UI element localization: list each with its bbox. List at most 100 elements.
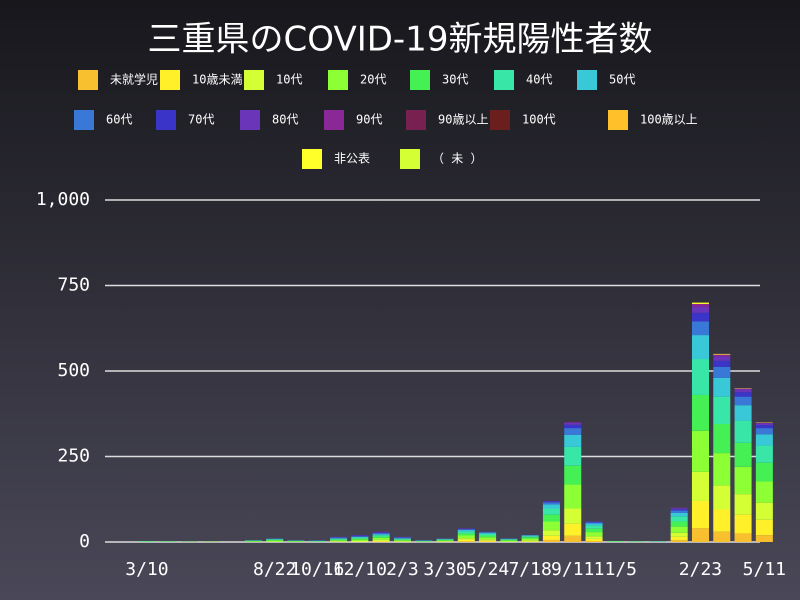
legend-swatch (156, 110, 176, 130)
bar-segment (585, 528, 603, 533)
x-tick-label: 5/24 (466, 559, 509, 580)
bar-segment (691, 359, 709, 395)
bar-segment (734, 514, 752, 534)
bar-segment (585, 522, 603, 524)
y-tick-label: 0 (79, 531, 90, 552)
bar-segment (564, 428, 582, 435)
legend-swatch (494, 70, 514, 90)
bar-segment (755, 445, 773, 463)
bar-segment (734, 420, 752, 443)
bar-segment (266, 539, 284, 540)
legend-swatch (410, 70, 430, 90)
bar-segment (670, 540, 688, 542)
bar-segment (457, 531, 475, 534)
bar-segment (372, 540, 390, 542)
legend-swatch (324, 110, 344, 130)
bar-segment (734, 389, 752, 393)
legend-swatch (244, 70, 264, 90)
legend-label: 非公表 (334, 152, 370, 166)
bar-segment (351, 536, 369, 538)
bar-segment (564, 484, 582, 509)
bar-segment (585, 538, 603, 541)
bar-segment (457, 533, 475, 536)
legend-label: 20代 (360, 73, 386, 87)
bar-segment (670, 521, 688, 527)
x-tick-label: 12/10 (333, 559, 387, 580)
legend-swatch (74, 110, 94, 130)
legend-swatch (240, 110, 260, 130)
bar-segment (521, 538, 539, 541)
bar-segment (670, 508, 688, 510)
bar-segment (691, 471, 709, 501)
bar-segment (713, 485, 731, 510)
bar-segment (755, 462, 773, 482)
bar-segment (670, 532, 688, 537)
bar-segment (755, 434, 773, 446)
y-tick-label: 1,000 (36, 189, 90, 210)
bar-segment (330, 537, 348, 539)
bar-segment (351, 539, 369, 541)
bar-segment (330, 538, 348, 540)
bar-segment (585, 523, 603, 526)
legend-label: 100代 (522, 113, 556, 127)
legend-swatch (406, 110, 426, 130)
bar-segment (734, 405, 752, 421)
bar-segment (521, 540, 539, 542)
legend-swatch (490, 110, 510, 130)
bar-segment (713, 396, 731, 425)
bar-segment (691, 528, 709, 542)
x-tick-label: 9/11 (551, 559, 594, 580)
bar-segment (351, 536, 369, 537)
bar-segment (457, 539, 475, 542)
bar-segment (457, 538, 475, 540)
bar-segment (351, 535, 369, 537)
bar-segment (372, 534, 390, 536)
bar-segment (755, 425, 773, 429)
legend-label: 30代 (442, 73, 468, 87)
bar-segment (713, 354, 731, 357)
bar-segment (479, 532, 497, 534)
bar-segment (457, 541, 475, 542)
bar-segment (755, 481, 773, 503)
bar-segment (713, 453, 731, 486)
bar-segment (287, 541, 305, 542)
legend-swatch (302, 149, 322, 169)
bar-segment (755, 422, 773, 424)
bar-segment (542, 501, 560, 503)
chart-title: 三重県のCOVID-19新規陽性者数 (148, 20, 653, 60)
bar-segment (670, 536, 688, 541)
bar-segment (691, 303, 709, 307)
x-tick-label: 3/30 (423, 559, 466, 580)
y-tick-label: 750 (57, 275, 90, 296)
bar-segment (351, 540, 369, 542)
bar-segment (734, 388, 752, 390)
bar-segment (670, 516, 688, 522)
bar-segment (713, 366, 731, 378)
legend-label: 10代 (276, 73, 302, 87)
bar-segment (564, 535, 582, 542)
bar-segment (266, 539, 284, 541)
bar-segment (755, 535, 773, 542)
bar-segment (372, 533, 390, 535)
legend-label: 10歳未満 (192, 73, 242, 87)
bar-segment (542, 508, 560, 515)
bar-segment (755, 428, 773, 435)
bar-segment (713, 377, 731, 397)
bar-segment (670, 512, 688, 517)
bar-segment (479, 532, 497, 533)
bar-segment (564, 523, 582, 536)
bar-segment (479, 540, 497, 542)
bar-segment (393, 537, 411, 539)
bar-segment (713, 356, 731, 361)
legend-swatch (577, 70, 597, 90)
legend-label: 60代 (106, 113, 132, 127)
bar-segment (436, 539, 454, 541)
bar-segment (521, 541, 539, 542)
bar-segment (372, 537, 390, 540)
bar-segment (713, 424, 731, 454)
bar-segment (500, 539, 518, 541)
bar-segment (585, 540, 603, 542)
bar-segment (734, 466, 752, 495)
x-tick-label: 5/11 (743, 559, 786, 580)
